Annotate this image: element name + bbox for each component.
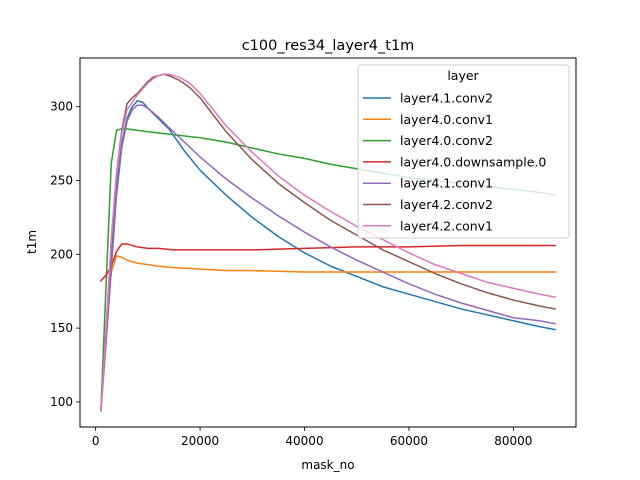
y-axis-label: t1m — [25, 230, 39, 254]
y-tick-label-0: 100 — [50, 395, 73, 409]
legend-label-6: layer4.2.conv1 — [400, 218, 493, 233]
plot-frame — [79, 57, 577, 428]
legend-label-0: layer4.1.conv2 — [400, 91, 493, 106]
x-tick-label-4: 80000 — [494, 434, 532, 448]
x-tick-label-2: 40000 — [285, 434, 323, 448]
legend-label-1: layer4.0.conv1 — [400, 112, 493, 127]
y-tick-label-2: 200 — [50, 247, 73, 261]
legend-box — [357, 64, 570, 239]
legend: layer layer4.1.conv2layer4.0.conv1layer4… — [357, 64, 570, 239]
legend-label-5: layer4.2.conv2 — [400, 197, 493, 212]
y-tick-label-3: 250 — [50, 174, 73, 188]
series-line-6 — [100, 73, 556, 412]
legend-title: layer — [447, 68, 479, 83]
y-tick-label-4: 300 — [50, 100, 73, 114]
x-tick-label-3: 60000 — [390, 434, 428, 448]
x-axis: 0 20000 40000 60000 80000 — [92, 427, 532, 448]
y-tick-label-1: 150 — [50, 321, 73, 335]
chart-title: c100_res34_layer4_t1m — [242, 38, 415, 54]
legend-label-3: layer4.0.downsample.0 — [400, 154, 546, 169]
x-tick-label-0: 0 — [92, 434, 100, 448]
series-line-5 — [100, 73, 556, 412]
legend-items: layer4.1.conv2 layer4.0.conv1 layer4.0.con… — [363, 91, 546, 233]
x-axis-label: mask_no — [301, 458, 354, 472]
series-line-3 — [99, 243, 556, 282]
series-line-1 — [100, 255, 556, 412]
series-line-4 — [100, 104, 556, 412]
legend-label-2: layer4.0.conv2 — [400, 133, 493, 148]
legend-label-4: layer4.1.conv1 — [400, 176, 493, 191]
x-tick-label-1: 20000 — [181, 434, 219, 448]
y-axis: 100 150 200 250 300 — [50, 100, 80, 409]
